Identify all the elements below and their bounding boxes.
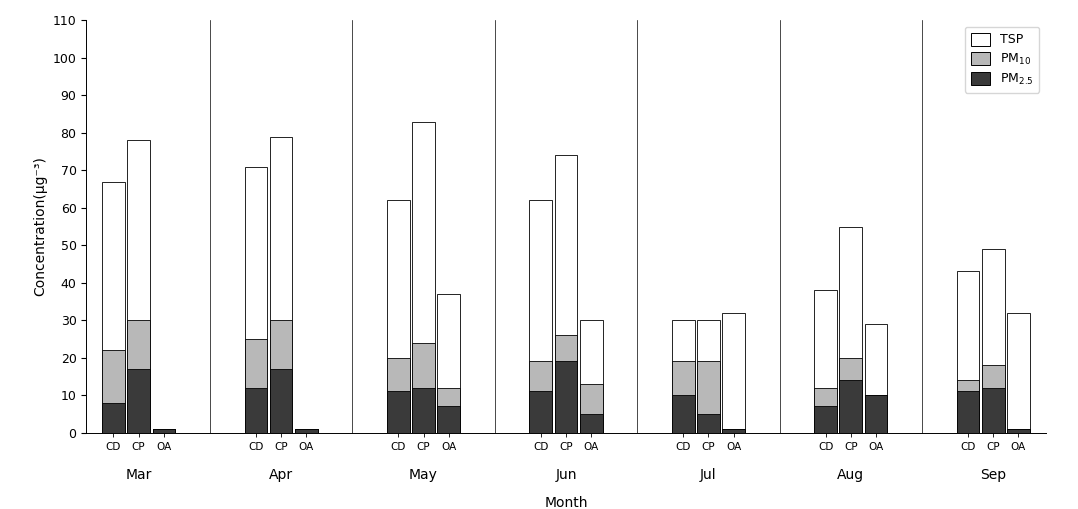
- Bar: [865, 324, 887, 433]
- Bar: [438, 406, 460, 433]
- Bar: [554, 155, 578, 433]
- Bar: [387, 358, 410, 433]
- Bar: [270, 369, 292, 433]
- Bar: [245, 339, 267, 433]
- Y-axis label: Concentration(μg⁻³): Concentration(μg⁻³): [33, 157, 47, 296]
- Bar: [982, 365, 1005, 433]
- Bar: [153, 429, 176, 433]
- X-axis label: Month: Month: [544, 496, 588, 509]
- Bar: [295, 429, 318, 433]
- Bar: [529, 391, 552, 433]
- Bar: [956, 391, 979, 433]
- Bar: [840, 358, 862, 433]
- Bar: [529, 200, 552, 433]
- Bar: [697, 414, 720, 433]
- Bar: [245, 166, 267, 433]
- Bar: [580, 414, 603, 433]
- Bar: [295, 429, 318, 433]
- Bar: [672, 361, 694, 433]
- Bar: [554, 335, 578, 433]
- Bar: [722, 429, 745, 433]
- Bar: [295, 429, 318, 433]
- Bar: [554, 361, 578, 433]
- Bar: [387, 391, 410, 433]
- Bar: [697, 320, 720, 433]
- Bar: [722, 313, 745, 433]
- Bar: [270, 320, 292, 433]
- Bar: [1007, 429, 1029, 433]
- Bar: [982, 249, 1005, 433]
- Bar: [672, 395, 694, 433]
- Bar: [412, 122, 434, 433]
- Bar: [814, 388, 837, 433]
- Bar: [127, 320, 150, 433]
- Bar: [387, 200, 410, 433]
- Bar: [412, 388, 434, 433]
- Bar: [840, 227, 862, 433]
- Bar: [102, 182, 125, 433]
- Bar: [153, 429, 176, 433]
- Bar: [153, 429, 176, 433]
- Bar: [697, 361, 720, 433]
- Bar: [1007, 313, 1029, 433]
- Bar: [814, 406, 837, 433]
- Bar: [102, 350, 125, 433]
- Bar: [865, 395, 887, 433]
- Bar: [127, 140, 150, 433]
- Bar: [814, 290, 837, 433]
- Bar: [982, 388, 1005, 433]
- Bar: [840, 380, 862, 433]
- Bar: [102, 403, 125, 433]
- Bar: [438, 294, 460, 433]
- Bar: [529, 361, 552, 433]
- Bar: [956, 380, 979, 433]
- Legend: TSP, PM$_{10}$, PM$_{2.5}$: TSP, PM$_{10}$, PM$_{2.5}$: [965, 26, 1039, 93]
- Bar: [580, 384, 603, 433]
- Bar: [956, 271, 979, 433]
- Bar: [722, 429, 745, 433]
- Bar: [412, 343, 434, 433]
- Bar: [865, 395, 887, 433]
- Bar: [672, 320, 694, 433]
- Bar: [438, 388, 460, 433]
- Bar: [127, 369, 150, 433]
- Bar: [580, 320, 603, 433]
- Bar: [270, 136, 292, 433]
- Bar: [1007, 429, 1029, 433]
- Bar: [245, 388, 267, 433]
